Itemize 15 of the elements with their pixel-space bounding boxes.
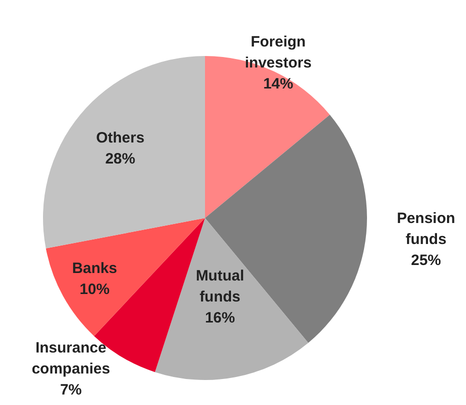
slice-label: Mutual funds [196, 267, 244, 306]
slice-label: Foreign investors [244, 32, 312, 71]
slice-label: Banks [72, 260, 118, 277]
slice-label: Insurance companies [32, 339, 110, 378]
data-label: 25% [411, 251, 442, 268]
data-label: 28% [105, 150, 136, 167]
data-label: 16% [204, 309, 236, 326]
pie-slice [205, 56, 330, 218]
slice-label: Pension funds [396, 209, 456, 248]
slice-label: Others [96, 128, 144, 146]
pie-slice [154, 218, 308, 380]
data-label: 10% [80, 280, 110, 298]
pie-slice [43, 56, 205, 248]
data-label: 14% [263, 74, 294, 92]
data-label: 7% [60, 381, 82, 398]
